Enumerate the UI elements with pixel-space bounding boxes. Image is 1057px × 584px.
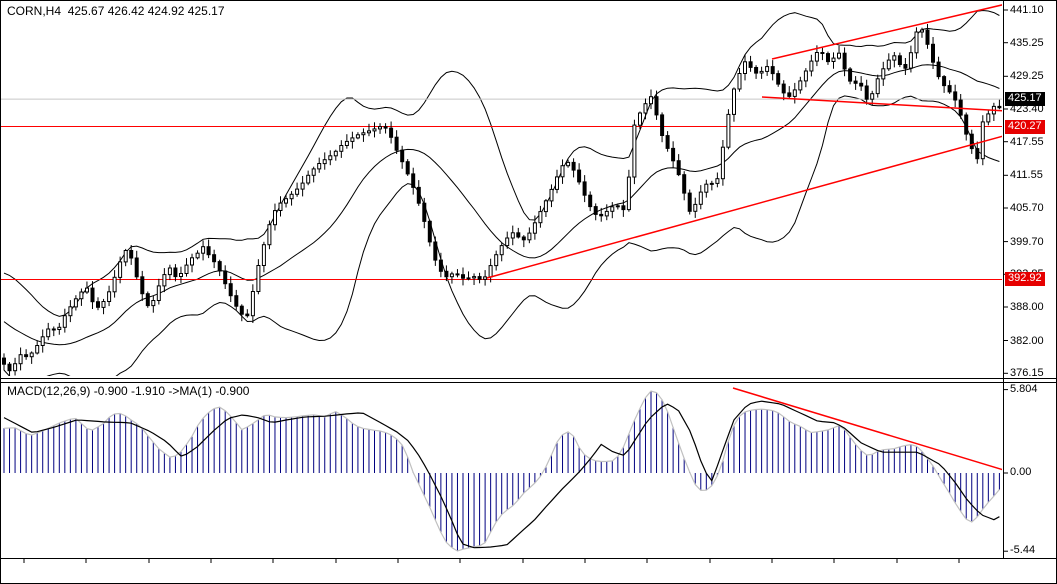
macd-indicator-label: MACD(12,26,9) -0.900 -1.910 ->MA(1) -0.9… (7, 384, 250, 398)
price-axis-label: 417.55 (1010, 135, 1044, 148)
price-axis-label: 376.15 (1010, 367, 1044, 380)
macd-panel[interactable] (3, 387, 1007, 552)
trendline-descending-resistance[interactable] (761, 96, 1007, 112)
trendline-upper-channel[interactable] (771, 4, 1006, 60)
ohlc-values-label: 425.67 426.42 424.92 425.17 (67, 4, 225, 18)
price-axis-label: 435.25 (1010, 36, 1044, 49)
bollinger-middle-band (3, 64, 1000, 346)
level-price-badge: 420.27 (1005, 119, 1045, 134)
price-axis-label: 429.25 (1010, 70, 1044, 83)
price-axis-label: 388.00 (1010, 300, 1044, 313)
macd-axis-label: 5.804 (1010, 382, 1038, 395)
chart-title: CORN,H4 425.67 426.42 424.92 425.17 (7, 4, 225, 18)
macd-ma1-envelope-line (3, 390, 1000, 552)
price-axis-label: 441.10 (1010, 4, 1044, 16)
price-axis-label: 382.00 (1010, 334, 1044, 347)
bollinger-lower-band (3, 95, 1000, 376)
trendline-rising-support[interactable] (486, 135, 1007, 279)
macd-axis-label: -5.44 (1010, 544, 1036, 557)
bollinger-upper-band (3, 9, 1000, 317)
candles (2, 24, 1002, 376)
price-axis-label: 399.70 (1010, 235, 1044, 248)
price-axis-label: 405.70 (1010, 201, 1044, 214)
macd-histogram (3, 391, 1000, 551)
macd-axis-label: 0.00 (1010, 466, 1032, 478)
trendline-macd-descending[interactable] (732, 387, 1007, 471)
macd-signal-line (3, 400, 1000, 549)
current-price-badge: 425.17 (1005, 92, 1045, 107)
price-axis-label: 411.55 (1010, 169, 1043, 182)
symbol-timeframe-label: CORN,H4 (7, 4, 62, 18)
time-axis[interactable]: 5 Oct 20208 Oct 04:0012 Oct 20:0015 Oct … (0, 558, 1057, 584)
level-price-badge: 392.92 (1005, 272, 1045, 287)
price-panel[interactable] (0, 4, 1007, 386)
